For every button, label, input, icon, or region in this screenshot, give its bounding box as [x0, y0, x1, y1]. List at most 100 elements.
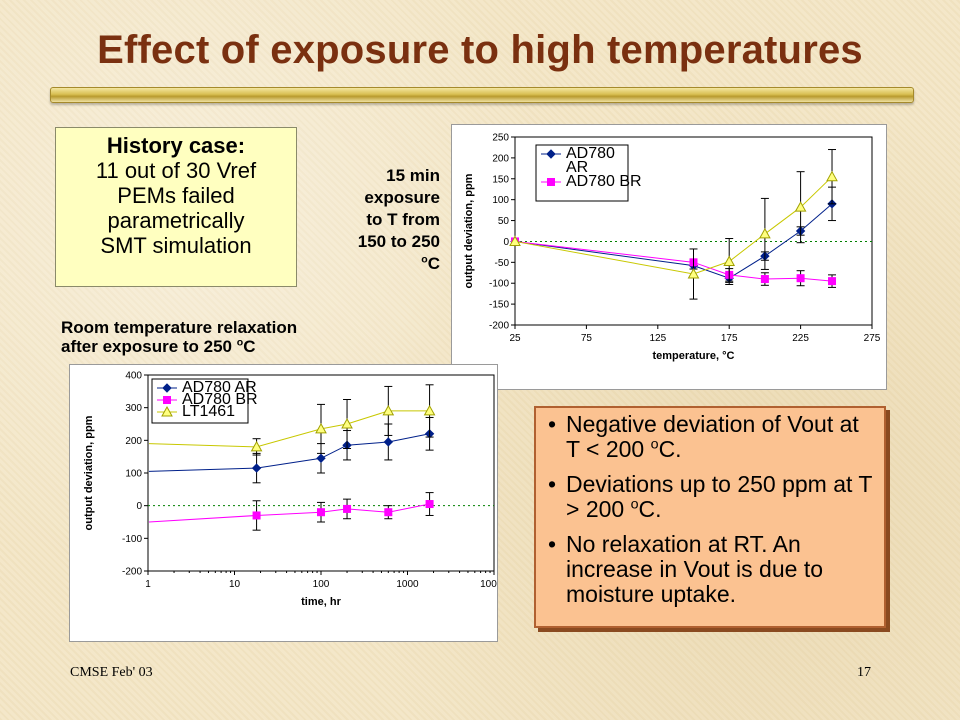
annotation-unit: oC [316, 253, 440, 275]
relaxation-label: Room temperature relaxation after exposu… [61, 318, 421, 356]
page-number: 17 [857, 665, 871, 680]
history-line: SMT simulation [100, 233, 252, 258]
note-text: No relaxation at RT. An increase in Vout… [566, 531, 823, 607]
relax-text: after exposure to 250 [61, 337, 237, 356]
unit-c: C [427, 254, 440, 273]
title-divider [50, 87, 914, 103]
y-tick-label: -200 [489, 321, 509, 332]
legend-label: AD780 AR [182, 379, 257, 396]
history-case-box: History case: 11 out of 30 Vref PEMs fai… [55, 127, 297, 287]
data-point [796, 274, 805, 283]
data-point [826, 170, 838, 182]
relaxation-chart-svg: -200 -100 0 100 200 300 400 1 10 100 1000 10000 time… [83, 371, 497, 609]
x-tick-label: 1000 [396, 579, 419, 590]
data-point [423, 404, 436, 416]
y-axis-label: output deviation, ppm [83, 415, 95, 530]
annotation-line: 15 min [386, 166, 440, 185]
y-tick-label: 0 [136, 501, 142, 512]
series-line [148, 433, 430, 472]
data-point [252, 511, 261, 520]
conclusion-item: Negative deviation of Vout at T < 200 oC… [548, 412, 872, 462]
y-tick-label: -100 [122, 534, 142, 545]
x-tick-label: 25 [509, 333, 521, 344]
series-line [514, 240, 833, 282]
history-line: PEMs failed [117, 183, 235, 208]
y-tick-label: 100 [125, 469, 142, 480]
y-tick-label: 200 [125, 436, 142, 447]
x-tick-label: 10 [229, 579, 241, 590]
annotation-line: exposure [364, 188, 440, 207]
legend-label: AR [566, 159, 588, 176]
data-point [723, 255, 736, 266]
y-tick-label: 150 [492, 174, 509, 185]
annotation-line: to T from [366, 210, 440, 229]
y-tick-label: -100 [489, 279, 509, 290]
legend-marker [163, 396, 171, 404]
degree-sup: o [630, 496, 639, 513]
y-tick-label: 50 [498, 216, 510, 227]
legend-label: AD780 BR [566, 173, 642, 190]
conclusions-panel: Negative deviation of Vout at T < 200 oC… [534, 406, 886, 628]
data-point [251, 463, 262, 473]
y-tick-label: 100 [492, 195, 509, 206]
data-point [382, 404, 395, 416]
data-point [759, 227, 771, 239]
relax-line-1: Room temperature relaxation [61, 318, 298, 337]
data-point [343, 504, 352, 513]
conclusions-box: Negative deviation of Vout at T < 200 oC… [534, 406, 890, 632]
y-tick-label: 300 [125, 403, 142, 414]
y-tick-label: 400 [125, 371, 142, 382]
legend-marker [547, 178, 555, 186]
note-unit: C. [638, 496, 662, 522]
degree-sup: o [236, 336, 244, 349]
slide-title: Effect of exposure to high temperatures [97, 28, 863, 72]
annotation-line: 150 to 250 [357, 232, 440, 251]
x-tick-label: 100 [313, 579, 330, 590]
note-text: Negative deviation of Vout at T < 200 [566, 411, 859, 462]
relaxation-chart: -200 -100 0 100 200 300 400 1 10 100 1000 10000 time… [69, 364, 498, 642]
history-heading: History case: [106, 133, 246, 158]
series-line [514, 203, 833, 279]
y-tick-label: -50 [495, 258, 510, 269]
data-point [384, 508, 393, 517]
x-tick-label: 175 [721, 333, 738, 344]
exposure-annotation: 15 min exposure to T from 150 to 250 oC [316, 165, 440, 275]
data-point [383, 437, 394, 447]
x-tick-label: 10000 [480, 579, 497, 590]
data-point [315, 422, 327, 434]
data-point [794, 201, 807, 212]
legend-marker [161, 405, 173, 417]
conclusion-item: Deviations up to 250 ppm at T > 200 oC. [548, 472, 872, 522]
degree-sup: o [421, 253, 428, 266]
history-line: 11 out of 30 Vref [95, 158, 257, 183]
note-unit: C. [658, 436, 682, 462]
x-axis-label: temperature, °C [652, 350, 734, 362]
series-line [148, 410, 430, 448]
legend-label: LT1461 [182, 403, 235, 420]
data-point [316, 453, 326, 464]
data-point [828, 277, 837, 286]
data-point [760, 275, 769, 284]
x-tick-label: 275 [864, 333, 881, 344]
data-point [425, 500, 434, 509]
temperature-chart-svg: -200 -150 -100 -50 0 50 100 150 200 250 25 75 125 175… [463, 133, 881, 363]
x-axis-label: time, hr [301, 596, 341, 608]
x-tick-label: 75 [581, 333, 593, 344]
legend-label: AD780 [566, 145, 615, 162]
history-line: parametrically [107, 208, 245, 233]
legend-marker [546, 149, 556, 159]
unit-c: C [243, 337, 256, 356]
series-line [148, 503, 430, 523]
conclusions-list: Negative deviation of Vout at T < 200 oC… [548, 412, 872, 607]
degree-sup: o [650, 436, 659, 453]
y-tick-label: -200 [122, 567, 142, 578]
note-text: Deviations up to 250 ppm at T > 200 [566, 471, 873, 522]
x-tick-label: 225 [792, 333, 809, 344]
x-tick-label: 1 [145, 579, 151, 590]
series-line [514, 176, 833, 275]
y-tick-label: 200 [492, 153, 509, 164]
y-tick-label: 0 [503, 237, 509, 248]
legend-label: AD780 BR [182, 391, 258, 408]
temperature-chart: -200 -150 -100 -50 0 50 100 150 200 250 25 75 125 175… [451, 124, 887, 390]
x-tick-label: 125 [649, 333, 666, 344]
